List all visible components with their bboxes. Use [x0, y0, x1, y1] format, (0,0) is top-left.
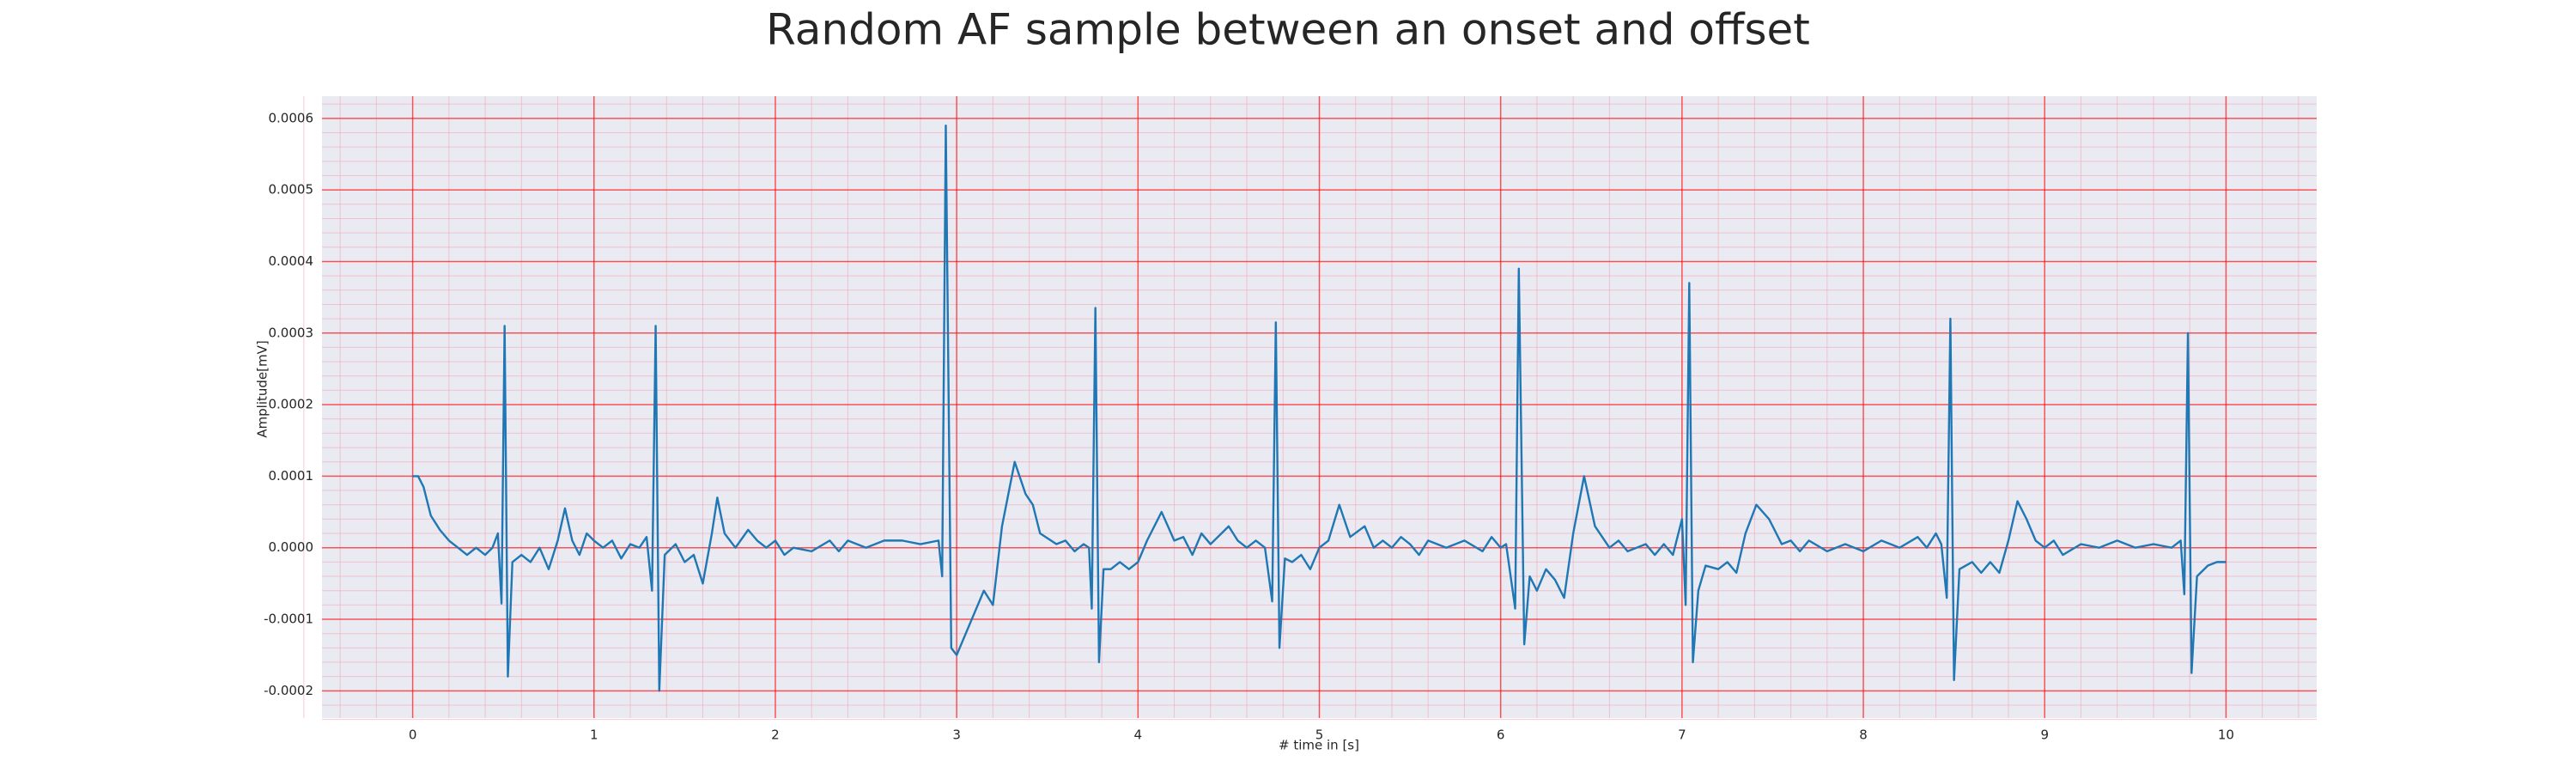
y-tick-label: 0.0005: [269, 182, 314, 198]
y-tick-label: 0.0000: [269, 539, 314, 555]
y-tick-label: 0.0006: [269, 110, 314, 125]
x-axis-label: # time in [s]: [1279, 738, 1359, 753]
x-tick-label: 0: [409, 727, 417, 743]
y-axis-label: Amplitude[mV]: [255, 340, 270, 437]
x-tick-label: 3: [952, 727, 961, 743]
y-tick-label: -0.0001: [264, 612, 313, 627]
x-tick-label: 7: [1678, 727, 1686, 743]
x-tick-label: 10: [2218, 727, 2234, 743]
y-tick-label: 0.0004: [269, 253, 314, 269]
x-tick-label: 4: [1134, 727, 1143, 743]
x-tick-label: 6: [1497, 727, 1505, 743]
x-tick-label: 9: [2040, 727, 2049, 743]
signal-line: [412, 124, 2227, 692]
y-tick-label: 0.0001: [269, 468, 314, 484]
y-tick-label: 0.0002: [269, 397, 314, 412]
x-tick-label: 5: [1315, 727, 1324, 743]
x-tick-label: 2: [771, 727, 780, 743]
x-tick-label: 8: [1859, 727, 1868, 743]
y-tick-label: -0.0002: [264, 683, 313, 698]
y-tick-label: 0.0003: [269, 325, 314, 340]
chart-title: Random AF sample between an onset and of…: [766, 5, 1810, 55]
x-tick-label: 1: [590, 727, 598, 743]
